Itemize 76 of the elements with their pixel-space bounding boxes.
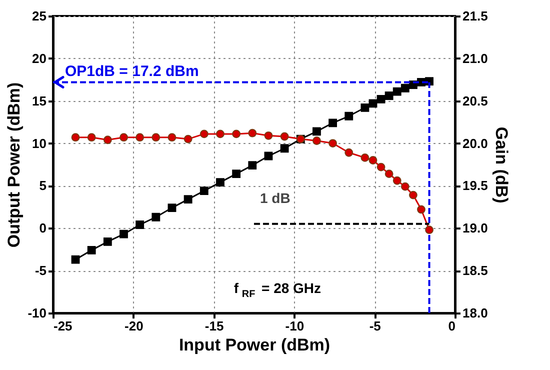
point: [216, 178, 224, 187]
point: [264, 152, 273, 160]
point: [200, 186, 208, 196]
y2-tick-label: 21.0: [462, 50, 488, 66]
point: [392, 176, 402, 185]
point: [344, 148, 354, 157]
point: [152, 212, 160, 222]
point: [264, 131, 273, 140]
point: [280, 132, 289, 141]
point: [136, 133, 144, 142]
point: [87, 133, 96, 142]
point: [168, 204, 176, 212]
point: [360, 154, 370, 162]
point: [280, 144, 289, 153]
point: [312, 136, 321, 145]
x-tick-label: -25: [54, 318, 72, 334]
x-tick-label: -5: [369, 318, 381, 334]
point: [312, 127, 321, 136]
y-tick-label: 15: [32, 93, 46, 108]
point: [376, 94, 386, 104]
x-axis-title: Input Power (dBm): [178, 336, 330, 354]
x-tick-label: -10: [285, 318, 304, 334]
y-tick-label: 20: [32, 50, 46, 66]
y-tick-label: 5: [39, 178, 46, 194]
y2-tick-label: 20.0: [462, 136, 488, 151]
point: [71, 133, 80, 142]
y-tick-label: 0: [39, 220, 46, 236]
point: [408, 190, 418, 200]
point: [360, 103, 370, 112]
point: [384, 170, 394, 178]
y-axis-title: Output Power (dBm): [4, 82, 24, 248]
y-tick-label: -5: [34, 263, 46, 278]
point: [425, 226, 434, 234]
point: [400, 84, 410, 92]
y-tick-label: 10: [32, 136, 46, 151]
point: [200, 130, 208, 138]
point: [184, 134, 192, 144]
point: [232, 170, 241, 178]
x-tick-label: -15: [204, 318, 224, 334]
point: [328, 139, 337, 148]
ref-line-label: OP1dB = 17.2 dBm: [65, 63, 199, 80]
point: [248, 128, 257, 138]
point: [136, 220, 144, 229]
y2-tick-label: 18.0: [462, 306, 488, 320]
x-tick-label: -20: [124, 318, 144, 334]
point: [168, 133, 176, 142]
point: [328, 118, 337, 128]
point: [417, 205, 426, 214]
point: [103, 136, 112, 144]
point: [384, 92, 394, 100]
point: [103, 238, 112, 246]
point: [120, 133, 128, 142]
ref-line-label: 1 dB: [260, 190, 290, 206]
x-tick-label: 0: [448, 318, 456, 334]
point: [87, 246, 96, 254]
y2-tick-label: 21.5: [462, 8, 488, 24]
point: [152, 133, 160, 142]
point: [344, 112, 354, 120]
point: [120, 230, 128, 238]
point: [376, 162, 386, 172]
point: [248, 161, 257, 170]
point: [216, 130, 224, 138]
y2-tick-label: 19.0: [462, 220, 488, 236]
point: [400, 182, 410, 191]
point: [184, 195, 192, 204]
y2-tick-label: 18.5: [462, 263, 488, 278]
y2-tick-label: 19.5: [462, 178, 488, 194]
point: [71, 255, 80, 264]
point: [392, 87, 402, 96]
y-tick-label: 25: [32, 8, 46, 24]
y-tick-label: -10: [28, 306, 46, 320]
point: [232, 130, 241, 138]
y2-tick-label: 20.5: [462, 93, 488, 108]
y2-axis-title: Gain (dB): [492, 126, 511, 204]
point: [368, 99, 378, 108]
point: [368, 156, 378, 164]
